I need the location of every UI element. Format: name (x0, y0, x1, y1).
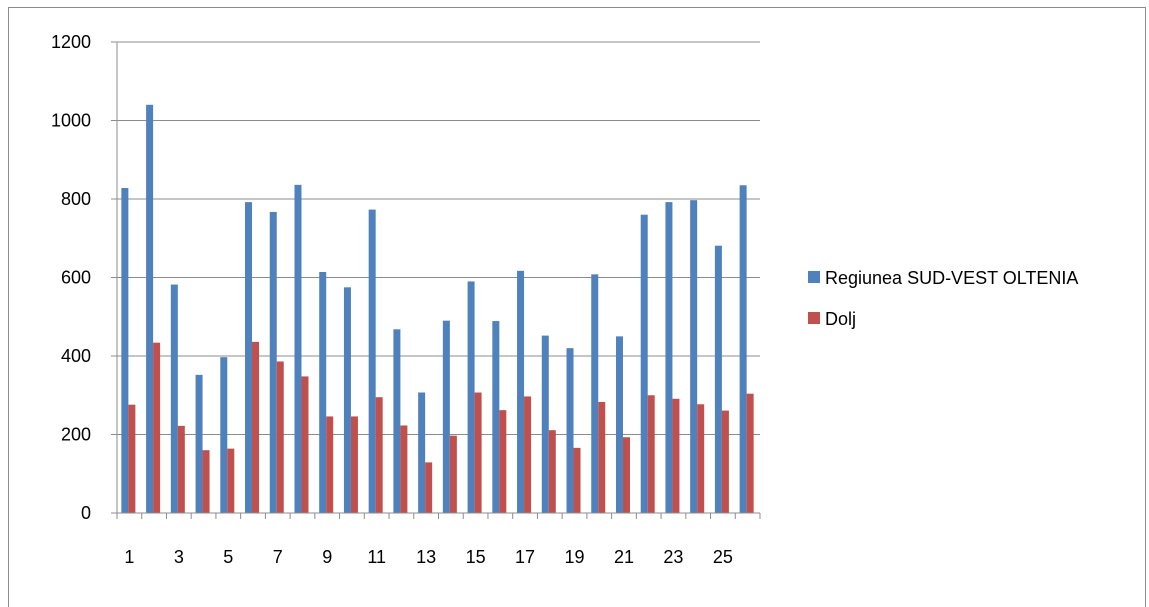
x-tick-label: 5 (223, 547, 233, 567)
x-tick-label: 25 (713, 547, 733, 567)
bar-dolj (548, 430, 556, 513)
bar-dolj (128, 404, 136, 513)
legend-swatch (808, 271, 820, 283)
bar-dolj (326, 416, 334, 513)
legend-swatch (808, 312, 820, 324)
y-tick-label: 200 (61, 425, 91, 445)
bar-regiunea (467, 281, 475, 513)
bar-regiunea (442, 320, 450, 513)
bar-regiunea (393, 329, 401, 513)
legend: Regiunea SUD-VEST OLTENIA Dolj (808, 268, 1078, 329)
bar-regiunea (566, 348, 574, 513)
bar-dolj (350, 416, 358, 513)
bar-regiunea (591, 274, 599, 513)
bar-dolj (622, 437, 630, 513)
x-tick-label: 1 (124, 547, 134, 567)
bar-dolj (153, 342, 161, 513)
bar-regiunea (690, 200, 698, 514)
x-tick-label: 23 (663, 547, 683, 567)
bar-dolj (499, 410, 507, 513)
bar-dolj (746, 393, 754, 513)
bars (121, 104, 754, 514)
bar-regiunea (615, 336, 623, 513)
x-tick-labels: 1 3 5 7 9 11 13 15 17 19 21 23 25 (124, 547, 733, 567)
y-tick-label: 800 (61, 189, 91, 209)
y-tick-labels: 0 200 400 600 800 1000 1200 (51, 32, 91, 523)
y-tick-label: 1000 (51, 111, 91, 131)
bar-dolj (474, 392, 482, 513)
bar-dolj (301, 376, 309, 513)
y-tick-label: 1200 (51, 32, 91, 52)
bar-dolj (425, 462, 433, 513)
chart-frame (8, 7, 1146, 607)
bar-regiunea (665, 202, 673, 513)
bar-dolj (672, 398, 680, 513)
bar-regiunea (368, 209, 376, 513)
bar-regiunea (245, 202, 253, 513)
bar-regiunea (714, 245, 722, 513)
y-tick-label: 600 (61, 268, 91, 288)
bar-dolj (647, 395, 655, 513)
bar-dolj (524, 396, 532, 513)
bar-dolj (697, 404, 705, 513)
bar-dolj (449, 435, 457, 513)
gridlines (111, 41, 760, 435)
bar-regiunea (220, 357, 228, 513)
x-tick-label: 3 (174, 547, 184, 567)
bar-dolj (252, 341, 260, 513)
bar-regiunea (739, 185, 747, 513)
bar-dolj (227, 448, 235, 513)
bar-dolj (721, 410, 729, 513)
legend-label: Regiunea SUD-VEST OLTENIA (825, 268, 1078, 288)
bar-dolj (276, 361, 284, 513)
bar-regiunea (170, 284, 178, 513)
x-tick-label: 11 (367, 547, 386, 567)
x-tick-label: 19 (565, 547, 585, 567)
x-tick-label: 7 (273, 547, 283, 567)
bar-regiunea (541, 335, 549, 513)
bar-dolj (202, 450, 210, 513)
x-tick-label: 15 (466, 547, 486, 567)
y-tick-label: 400 (61, 346, 91, 366)
bar-regiunea (146, 104, 154, 514)
bar-regiunea (343, 287, 351, 513)
bar-dolj (598, 401, 606, 513)
bar-dolj (177, 425, 185, 513)
bar-dolj (573, 447, 581, 513)
bar-regiunea (269, 211, 277, 513)
bar-regiunea (121, 188, 129, 513)
bar-regiunea (517, 270, 525, 513)
x-tick-label: 17 (515, 547, 535, 567)
bar-regiunea (640, 214, 648, 513)
bar-regiunea (294, 184, 302, 513)
bar-dolj (375, 397, 383, 513)
axes (111, 42, 761, 519)
legend-label: Dolj (825, 309, 856, 329)
bar-dolj (400, 425, 408, 513)
x-tick-label: 13 (416, 547, 436, 567)
x-tick-label: 21 (614, 547, 634, 567)
x-tick-label: 9 (322, 547, 332, 567)
bar-regiunea (492, 321, 500, 513)
bar-regiunea (319, 272, 327, 513)
bar-regiunea (195, 374, 203, 513)
bar-regiunea (418, 392, 426, 513)
y-tick-label: 0 (81, 503, 91, 523)
